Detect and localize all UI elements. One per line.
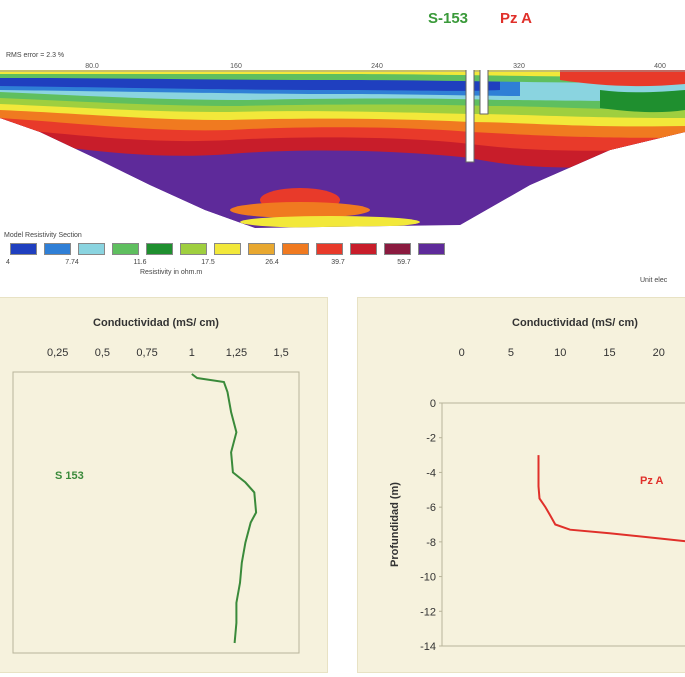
y-tick-label: -2 — [426, 433, 436, 445]
legend-title: Model Resistivity Section — [4, 232, 82, 239]
y-tick-label: 0 — [430, 398, 436, 410]
well-label-s153: S-153 — [428, 10, 468, 27]
legend-value: 59.7 — [397, 259, 411, 266]
distance-tick: 400 — [654, 63, 666, 70]
legend-swatch — [214, 243, 241, 255]
conductivity-panel-pz-a: Conductividad (mS/ cm) 0 5 10 15 20 0 -2 -4 -6 -8 -… — [357, 297, 685, 673]
x-tick-label: 0,25 — [47, 347, 68, 359]
y-tick-label: -10 — [420, 572, 436, 584]
legend-swatch — [248, 243, 275, 255]
conductivity-chart-pz-a: Conductividad (mS/ cm) 0 5 10 15 20 0 -2 -4 -6 -8 -… — [358, 298, 685, 672]
legend-value: 11.6 — [133, 259, 146, 266]
conductivity-panel-s153: Conductividad (mS/ cm) 0,25 0,5 0,75 1 1,25 1,… — [0, 297, 328, 673]
conductivity-chart-s153: Conductividad (mS/ cm) 0,25 0,5 0,75 1 1,25 1,… — [0, 298, 327, 672]
borehole-pz-a — [480, 70, 488, 114]
distance-tick: 160 — [230, 63, 242, 70]
legend-swatch — [384, 243, 411, 255]
legend-swatch — [146, 243, 173, 255]
chart-title: Conductividad (mS/ cm) — [93, 317, 219, 329]
y-tick-label: -14 — [420, 641, 436, 653]
resistivity-section — [0, 70, 685, 230]
x-tick-label: 0,75 — [136, 347, 157, 359]
legend-swatch — [418, 243, 445, 255]
chart-title: Conductividad (mS/ cm) — [512, 317, 638, 329]
x-tick-label: 0 — [459, 347, 465, 359]
plot-frame — [442, 403, 685, 646]
series-line — [539, 455, 685, 543]
legend-value: 17.5 — [201, 259, 215, 266]
series-label: Pz A — [640, 475, 663, 487]
well-label-pz-a: Pz A — [500, 10, 532, 27]
legend-value: 39.7 — [331, 259, 345, 266]
y-tick-label: -6 — [426, 502, 436, 514]
x-tick-label: 10 — [554, 347, 566, 359]
legend-value: 26.4 — [265, 259, 279, 266]
legend-swatch — [44, 243, 71, 255]
y-tick-label: -8 — [426, 537, 436, 549]
legend-swatch — [350, 243, 377, 255]
y-tick-label: -12 — [420, 606, 436, 618]
x-tick-label: 20 — [653, 347, 665, 359]
borehole-s153 — [466, 70, 474, 162]
x-tick-label: 15 — [603, 347, 615, 359]
x-tick-label: 1,25 — [226, 347, 247, 359]
series-label: S 153 — [55, 470, 84, 482]
legend-swatch — [282, 243, 309, 255]
distance-tick: 240 — [371, 63, 383, 70]
x-tick-label: 1 — [189, 347, 195, 359]
y-tick-label: -4 — [426, 467, 436, 479]
x-tick-label: 1,5 — [273, 347, 288, 359]
x-tick-label: 5 — [508, 347, 514, 359]
rms-error-text: RMS error = 2.3 % — [6, 52, 64, 59]
legend-swatch — [180, 243, 207, 255]
legend-swatch — [78, 243, 105, 255]
distance-tick: 80.0 — [85, 63, 99, 70]
distance-tick: 320 — [513, 63, 525, 70]
unit-label: Unit elec — [640, 277, 667, 284]
y-axis-label: Profundidad (m) — [389, 482, 401, 567]
legend-value: 7.74 — [65, 259, 79, 266]
x-tick-label: 0,5 — [95, 347, 110, 359]
legend-swatch — [112, 243, 139, 255]
legend-value: 4 — [6, 259, 10, 266]
resistivity-layers — [0, 70, 685, 230]
legend-swatch — [316, 243, 343, 255]
series-line — [192, 374, 256, 643]
legend-swatch — [10, 243, 37, 255]
legend-axis-label: Resistivity in ohm.m — [140, 269, 202, 276]
